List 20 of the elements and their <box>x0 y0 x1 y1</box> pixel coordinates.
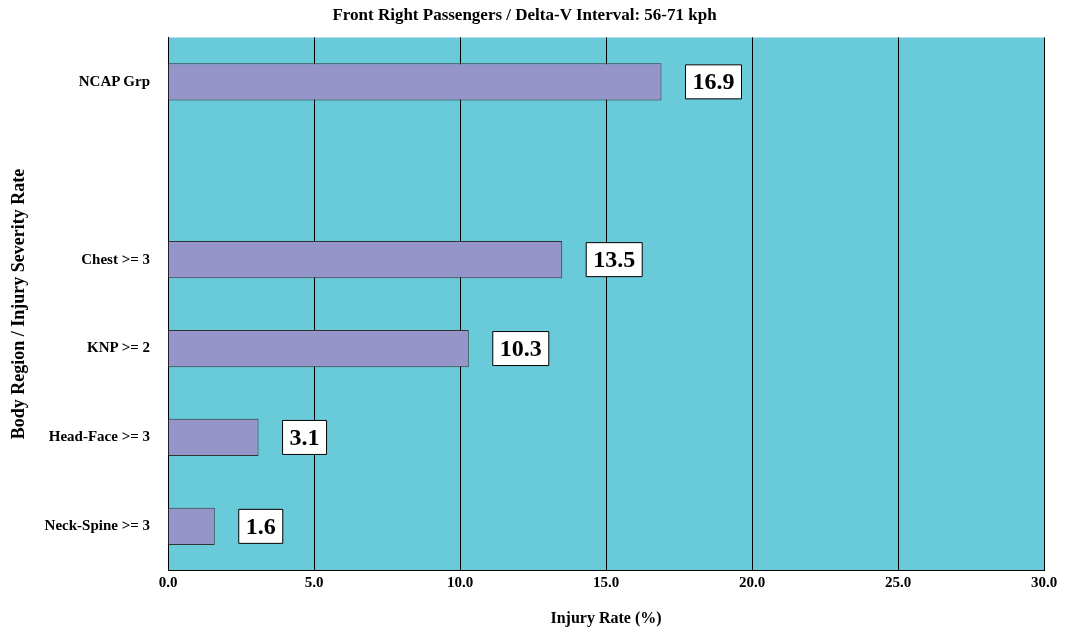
x-tick-label: 20.0 <box>738 573 766 590</box>
x-tick-label: 25.0 <box>884 573 912 590</box>
y-tick-label: Head-Face >= 3 <box>48 428 151 445</box>
y-axis-title: Body Region / Injury Severity Rate <box>8 168 29 440</box>
data-label: 1.6 <box>245 512 276 539</box>
chart-title: Front Right Passengers / Delta-V Interval: 56-71 kph <box>332 4 718 24</box>
y-tick-label: NCAP Grp <box>78 72 151 89</box>
data-label: 3.1 <box>289 423 320 450</box>
y-tick-label: KNP >= 2 <box>87 339 151 356</box>
x-tick-label: 5.0 <box>304 573 324 590</box>
x-axis-title: Injury Rate (%) <box>550 608 662 627</box>
x-tick-label: 0.0 <box>158 573 178 590</box>
data-label: 10.3 <box>499 334 542 361</box>
x-tick-label: 30.0 <box>1030 573 1058 590</box>
x-tick-label: 10.0 <box>446 573 474 590</box>
data-label: 13.5 <box>593 245 636 272</box>
x-tick-label: 15.0 <box>592 573 620 590</box>
y-tick-label: Neck-Spine >= 3 <box>44 517 151 534</box>
y-tick-label: Chest >= 3 <box>81 250 151 267</box>
data-label: 16.9 <box>692 68 735 95</box>
